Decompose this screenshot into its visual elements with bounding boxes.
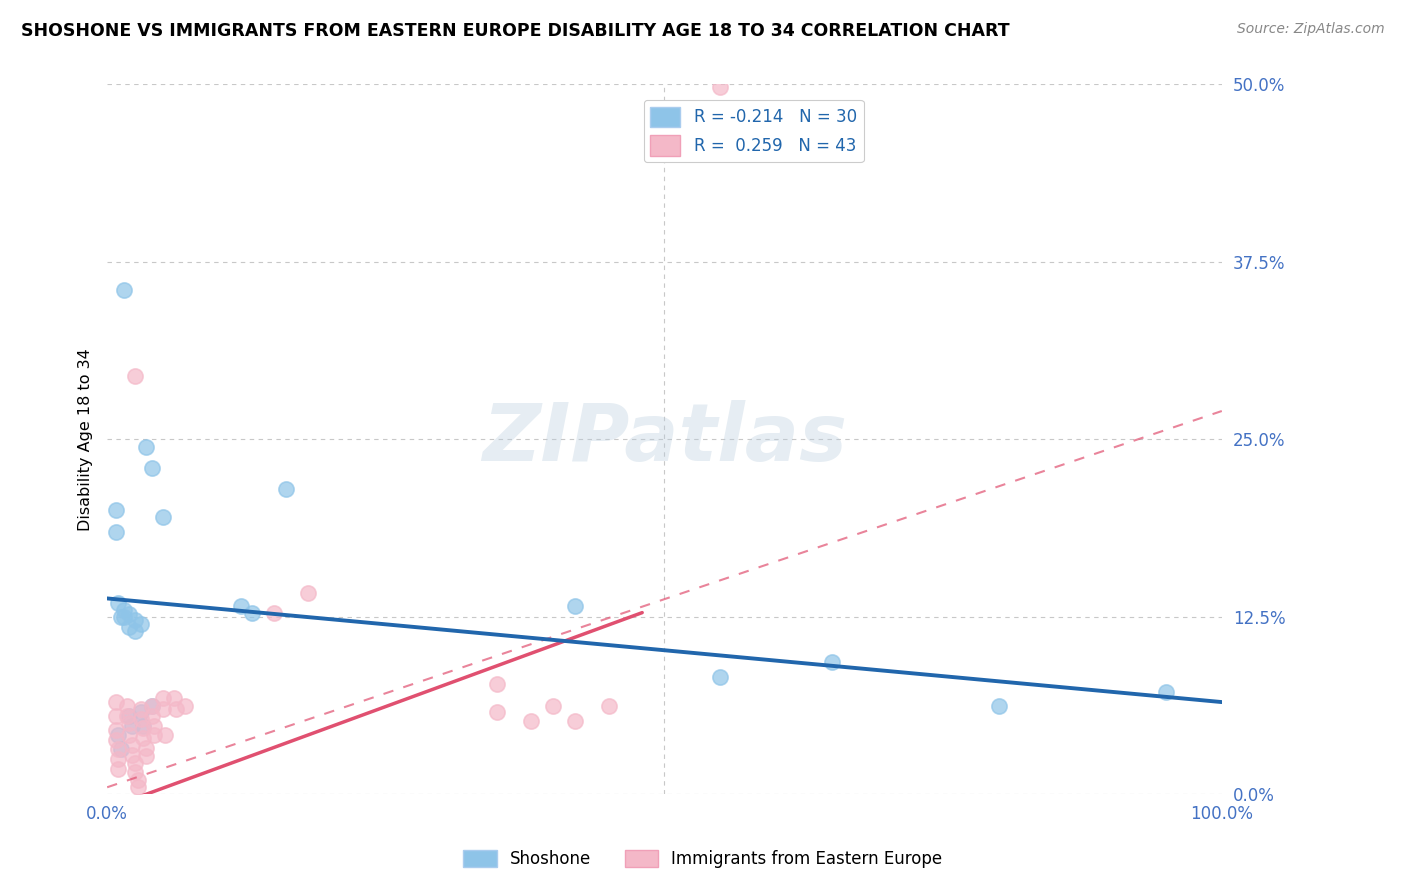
Point (297, 586, 319, 600)
Point (152, 702, 174, 716)
Point (541, 699, 564, 714)
Point (121, 738, 143, 752)
Point (107, 596, 129, 610)
Point (263, 606, 285, 620)
Point (121, 747, 143, 762)
Point (112, 603, 135, 617)
Point (129, 705, 152, 719)
Point (115, 699, 138, 714)
Point (165, 702, 187, 716)
Point (821, 656, 844, 670)
Point (124, 756, 146, 771)
Point (240, 606, 263, 620)
Point (129, 712, 152, 726)
Point (118, 709, 141, 723)
Y-axis label: Disability Age 18 to 34: Disability Age 18 to 34 (79, 348, 93, 531)
Point (105, 524, 128, 539)
Point (121, 719, 143, 733)
Point (118, 620, 141, 634)
Point (115, 709, 138, 723)
Point (564, 714, 586, 728)
Point (110, 610, 132, 624)
Point (141, 460, 163, 475)
Point (105, 503, 128, 517)
Point (519, 714, 541, 728)
Point (709, 80, 731, 95)
Point (107, 752, 129, 766)
Point (124, 764, 146, 779)
Point (274, 482, 297, 496)
Point (107, 742, 129, 756)
Point (486, 705, 509, 719)
Point (163, 690, 186, 705)
Point (141, 709, 163, 723)
Point (132, 719, 155, 733)
Point (127, 773, 149, 788)
Point (141, 699, 163, 714)
Point (124, 368, 146, 383)
Point (105, 695, 128, 709)
Point (105, 709, 128, 723)
Text: ZIPatlas: ZIPatlas (482, 401, 846, 478)
Point (112, 610, 135, 624)
Point (143, 719, 166, 733)
Point (229, 599, 252, 613)
Point (107, 762, 129, 776)
Point (153, 728, 176, 742)
Point (1154, 685, 1177, 699)
Point (129, 617, 152, 632)
Point (124, 613, 146, 627)
Point (174, 699, 197, 714)
Point (132, 721, 155, 735)
Point (486, 676, 509, 690)
Point (135, 440, 157, 454)
Point (105, 733, 128, 747)
Point (152, 690, 174, 705)
Point (118, 728, 141, 742)
Point (135, 749, 157, 764)
Point (110, 742, 132, 756)
Legend: Shoshone, Immigrants from Eastern Europe: Shoshone, Immigrants from Eastern Europe (457, 843, 949, 875)
Legend: R = -0.214   N = 30, R =  0.259   N = 43: R = -0.214 N = 30, R = 0.259 N = 43 (644, 100, 863, 162)
Point (118, 607, 141, 621)
Point (127, 780, 149, 795)
Point (112, 283, 135, 297)
Text: Source: ZipAtlas.com: Source: ZipAtlas.com (1237, 22, 1385, 37)
Point (124, 624, 146, 638)
Point (987, 699, 1010, 714)
Point (132, 731, 155, 745)
Point (709, 669, 731, 683)
Point (129, 702, 152, 716)
Point (152, 510, 174, 524)
Point (118, 716, 141, 731)
Point (564, 599, 586, 613)
Text: SHOSHONE VS IMMIGRANTS FROM EASTERN EUROPE DISABILITY AGE 18 TO 34 CORRELATION C: SHOSHONE VS IMMIGRANTS FROM EASTERN EURO… (21, 22, 1010, 40)
Point (598, 699, 620, 714)
Point (135, 740, 157, 755)
Point (107, 728, 129, 742)
Point (141, 699, 163, 714)
Point (143, 728, 166, 742)
Point (105, 723, 128, 738)
